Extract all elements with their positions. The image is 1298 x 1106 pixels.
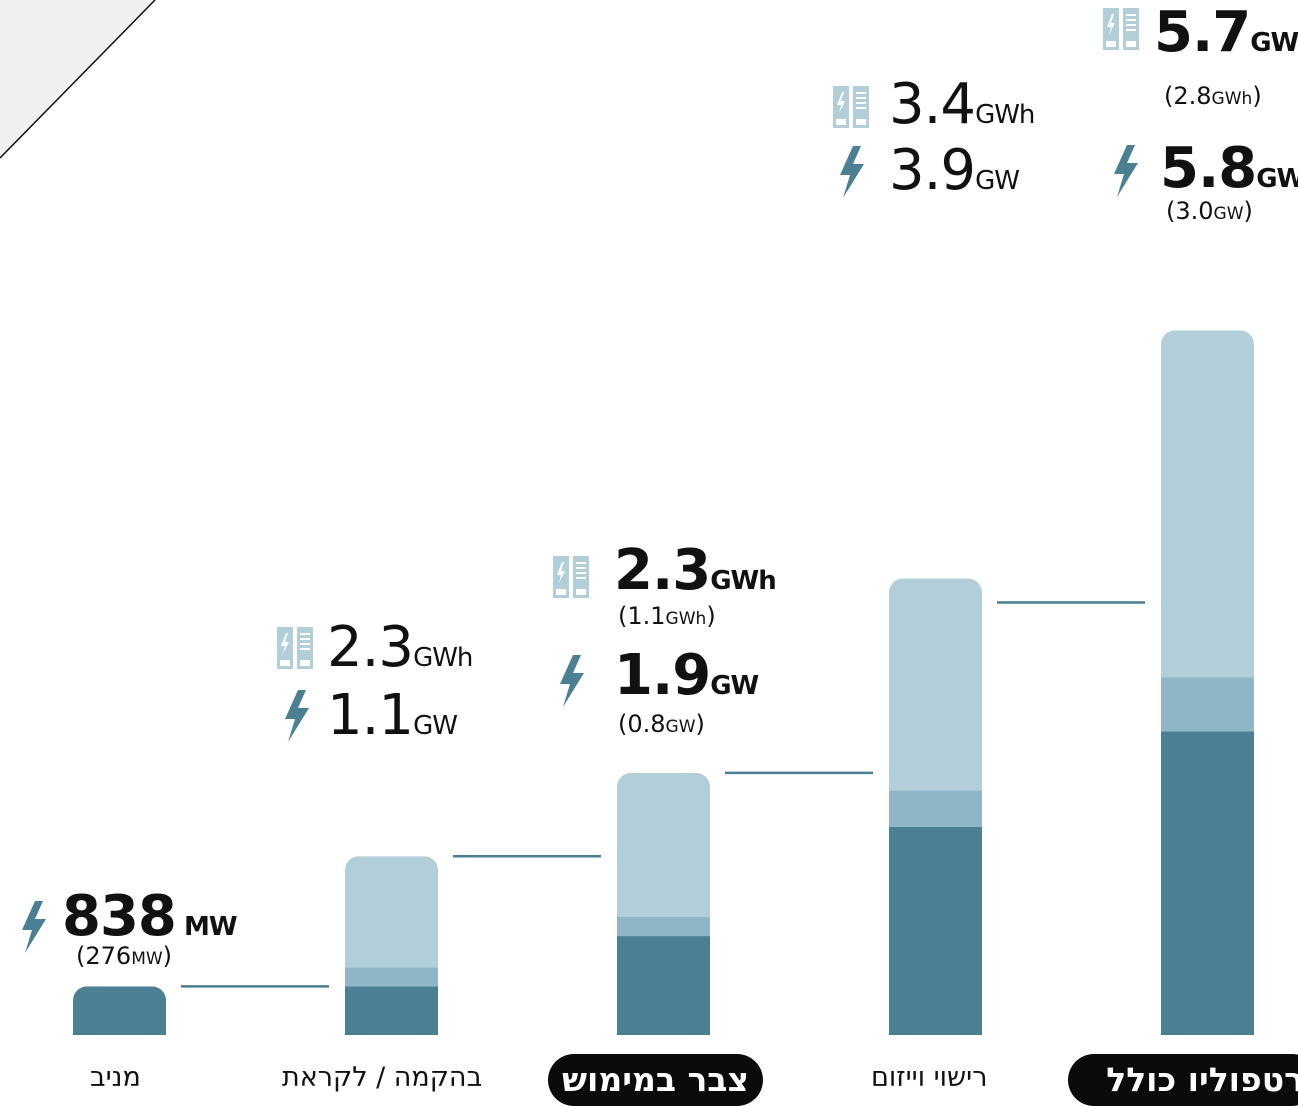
bar-2-segment-2 [617,772,710,917]
battery-storage-icon [1103,8,1139,50]
lightning-icon [285,690,309,742]
bar-0-segment-0 [73,986,166,1035]
bar-1-segment-0 [345,986,438,1035]
category-label-0: מניב [90,1062,141,1093]
label-4-gw-sub: (3.0GW) [1166,197,1253,225]
label-4-gwh-sub: (2.8GWh) [1164,82,1262,110]
label-4-gwh: 5.7GWh [1154,0,1298,65]
bar-4-segment-0 [1161,731,1254,1035]
bar-4-segment-1 [1161,677,1254,732]
battery-storage-icon [553,556,589,598]
lightning-icon [1114,145,1138,197]
category-label-1: בהקמה / לקראת [282,1062,483,1093]
label-2-gw-sub: (0.8GW) [618,710,705,738]
battery-storage-icon [833,86,869,128]
label-2-gw: 1.9GW [614,643,759,708]
label-4-gw: 5.8GW [1160,136,1298,201]
bar-2-segment-0 [617,936,710,1035]
bar-4-segment-2 [1161,330,1254,678]
bar-1-segment-2 [345,856,438,968]
label-1-gw: 1.1GW [327,683,458,748]
label-2-gwh-sub: (1.1GWh) [618,602,716,630]
category-pill-4: רטפוליו כולל [1068,1054,1298,1106]
label-1-gwh: 2.3GWh [327,615,473,680]
lightning-icon [22,901,46,953]
category-label-3: רישוי וייזום [871,1062,988,1093]
label-0-gw-sub: (276MW) [76,942,173,970]
bar-1-segment-1 [345,967,438,987]
label-0-gw: 838 MW [62,884,238,949]
label-3-gw: 3.9GW [889,138,1020,203]
bar-3-segment-2 [889,578,982,791]
bar-3-segment-1 [889,790,982,827]
battery-storage-icon [277,627,313,669]
category-pill-2: צבר במימוש [548,1054,763,1106]
label-3-gwh: 3.4GWh [889,72,1035,137]
label-2-gwh: 2.3GWh [614,538,777,603]
bar-2-segment-1 [617,916,710,937]
lightning-icon [560,655,584,707]
bar-3-segment-0 [889,826,982,1035]
lightning-icon [840,146,864,198]
corner-decoration [0,0,156,159]
